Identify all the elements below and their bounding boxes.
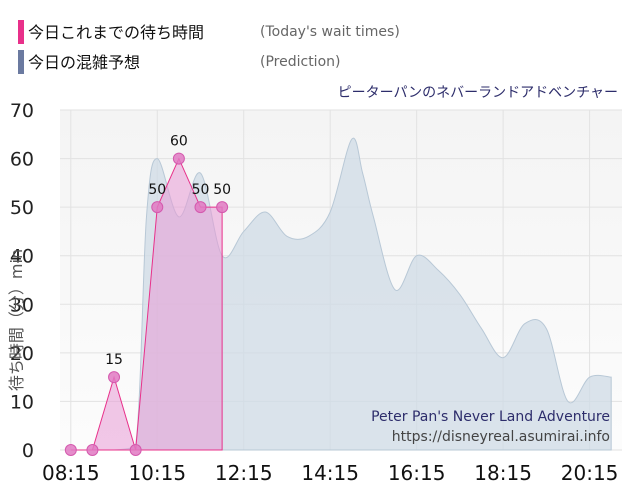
x-tick-label: 12:15: [215, 461, 273, 485]
legend-sub-today: (Today's wait times): [260, 24, 400, 40]
x-tick-label: 16:15: [388, 461, 446, 485]
credit-name: Peter Pan's Never Land Adventure: [371, 409, 610, 425]
legend-sub-prediction: (Prediction): [260, 54, 340, 70]
today-data-label: 50: [213, 182, 231, 198]
y-tick-label: 50: [10, 197, 34, 219]
legend-label-prediction: 今日の混雑予想: [28, 53, 140, 72]
today-point: [86, 444, 99, 456]
legend-swatch-prediction: [18, 50, 24, 74]
x-tick-label: 14:15: [301, 461, 359, 485]
y-tick-label: 10: [10, 391, 34, 413]
today-area: [70, 157, 223, 451]
today-points: [64, 152, 229, 456]
y-axis-ticks: 0 10 20 30 40 50 60 70: [10, 100, 34, 462]
legend-label-today: 今日これまでの待ち時間: [28, 23, 204, 42]
legend-swatch-today: [18, 20, 24, 44]
today-point: [172, 152, 185, 165]
attraction-name: ピーターパンのネバーランドアドベンチャー: [338, 85, 618, 101]
y-tick-label: 0: [22, 440, 34, 462]
today-data-label: 50: [148, 182, 166, 198]
today-point: [64, 444, 77, 456]
y-tick-label: 20: [10, 343, 34, 365]
today-point: [151, 201, 164, 214]
today-point: [216, 201, 229, 214]
y-tick-label: 70: [10, 100, 34, 122]
y-tick-label: 60: [10, 149, 34, 171]
today-data-label: 15: [105, 352, 123, 368]
x-tick-label: 20:15: [561, 461, 619, 485]
today-point: [108, 371, 121, 384]
today-data-label: 60: [170, 134, 188, 150]
x-axis-ticks: 08:15 10:15 12:15 14:15 16:15 18:15 20:15: [42, 461, 618, 485]
y-axis-label: 待ち時間（分）min: [7, 249, 26, 391]
x-tick-label: 18:15: [474, 461, 532, 485]
today-point: [194, 201, 207, 214]
x-tick-label: 10:15: [128, 461, 186, 485]
today-point: [129, 444, 142, 456]
y-tick-label: 40: [10, 246, 34, 268]
today-data-label: 50: [192, 182, 210, 198]
x-tick-label: 08:15: [42, 461, 100, 485]
credit-url: https://disneyreal.asumirai.info: [392, 429, 610, 445]
y-tick-label: 30: [10, 294, 34, 316]
